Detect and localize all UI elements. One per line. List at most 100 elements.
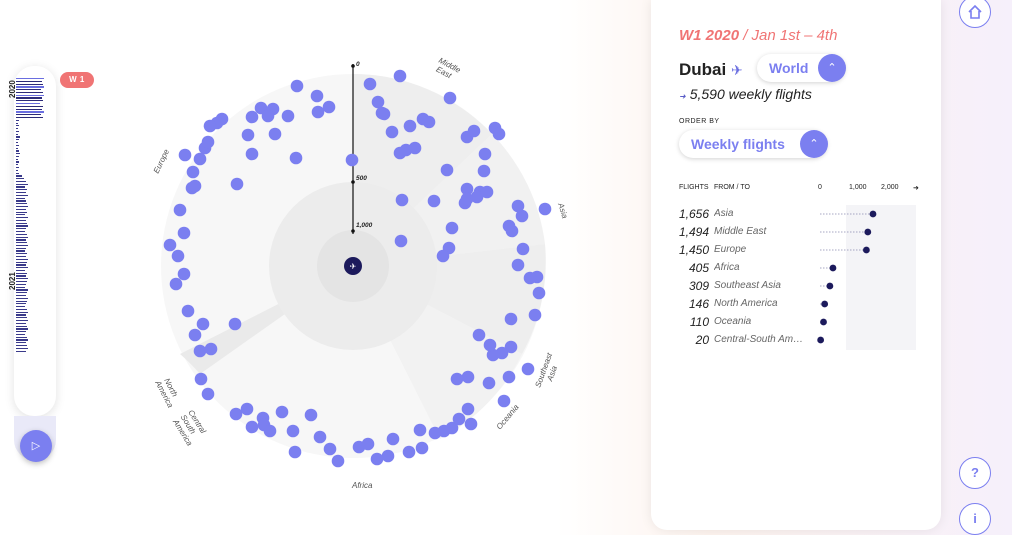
flight-dot[interactable]: [502, 370, 516, 384]
timeline-week-bar[interactable]: [16, 314, 26, 316]
flight-dot[interactable]: [201, 135, 215, 149]
timeline-week-bar[interactable]: [16, 180, 26, 183]
timeline-week-bar[interactable]: [16, 161, 19, 163]
row-value-dot[interactable]: [821, 300, 829, 308]
flight-dot[interactable]: [461, 370, 475, 384]
flight-dot[interactable]: [393, 146, 407, 160]
timeline-week-bar[interactable]: [16, 150, 19, 152]
timeline-week-bar[interactable]: [16, 219, 26, 222]
flight-dot[interactable]: [263, 424, 277, 438]
flight-dot[interactable]: [290, 79, 304, 93]
flight-dot[interactable]: [196, 317, 210, 331]
flight-dot[interactable]: [523, 271, 537, 285]
timeline-week-bar[interactable]: [16, 275, 26, 277]
timeline-week-bar[interactable]: [16, 230, 25, 233]
timeline-week-bar[interactable]: [16, 189, 27, 191]
timeline-week-bar[interactable]: [16, 242, 27, 244]
flight-dot[interactable]: [403, 119, 417, 133]
flight-dot[interactable]: [436, 249, 450, 263]
timeline-week-bar[interactable]: [16, 336, 27, 338]
timeline-week-bar[interactable]: [16, 297, 28, 299]
timeline-week-bar[interactable]: [16, 281, 27, 283]
flight-dot[interactable]: [385, 125, 399, 139]
flight-dot[interactable]: [361, 437, 375, 451]
flight-dot[interactable]: [173, 203, 187, 217]
order-by-chevron-button[interactable]: ⌃: [800, 130, 828, 158]
timeline-week-bar[interactable]: [16, 208, 26, 210]
flight-dot[interactable]: [169, 277, 183, 291]
flight-dot[interactable]: [289, 151, 303, 165]
timeline-week-bar[interactable]: [16, 111, 44, 113]
timeline-week-bar[interactable]: [16, 97, 42, 99]
flight-dot[interactable]: [201, 387, 215, 401]
timeline-week-bar[interactable]: [16, 89, 41, 91]
flight-dot[interactable]: [345, 153, 359, 167]
timeline-week-bar[interactable]: [16, 228, 26, 230]
flight-dot[interactable]: [203, 119, 217, 133]
timeline-week-bar[interactable]: [16, 233, 27, 235]
flight-dot[interactable]: [450, 372, 464, 386]
flight-dot[interactable]: [245, 147, 259, 161]
flight-dot[interactable]: [528, 308, 542, 322]
timeline-week-bar[interactable]: [16, 264, 26, 266]
flight-dot[interactable]: [281, 109, 295, 123]
row-value-dot[interactable]: [829, 264, 837, 272]
timeline-week-bar[interactable]: [16, 317, 27, 319]
timeline-week-bar[interactable]: [16, 294, 26, 297]
timeline-week-bar[interactable]: [16, 144, 19, 146]
flight-dot[interactable]: [163, 238, 177, 252]
timeline-week-bar[interactable]: [16, 186, 25, 188]
flight-dot[interactable]: [477, 164, 491, 178]
timeline-week-bar[interactable]: [16, 311, 28, 313]
info-button[interactable]: i: [959, 503, 991, 535]
flight-dot[interactable]: [322, 100, 336, 114]
timeline-week-bar[interactable]: [16, 86, 44, 88]
timeline-week-bar[interactable]: [16, 100, 43, 102]
flight-dot[interactable]: [275, 405, 289, 419]
timeline-week-bar[interactable]: [16, 203, 27, 205]
flight-dot[interactable]: [460, 182, 474, 196]
flight-dot[interactable]: [395, 193, 409, 207]
flight-dot[interactable]: [229, 407, 243, 421]
timeline-week-bar[interactable]: [16, 286, 25, 288]
flight-dot[interactable]: [511, 258, 525, 272]
flight-dot[interactable]: [181, 304, 195, 318]
flight-dot[interactable]: [460, 192, 474, 206]
flight-dot[interactable]: [502, 219, 516, 233]
timeline-week-bar[interactable]: [16, 139, 19, 141]
timeline-week-bar[interactable]: [16, 269, 25, 272]
flight-dot[interactable]: [204, 342, 218, 356]
timeline-week-bar[interactable]: [16, 136, 20, 138]
flight-dot[interactable]: [261, 109, 275, 123]
timeline-week-bar[interactable]: [16, 155, 19, 158]
flight-dot[interactable]: [363, 77, 377, 91]
flight-dot[interactable]: [483, 338, 497, 352]
flight-dot[interactable]: [445, 221, 459, 235]
flight-dot[interactable]: [171, 249, 185, 263]
flight-dot[interactable]: [286, 424, 300, 438]
timeline-week-bar[interactable]: [16, 350, 26, 352]
flight-dot[interactable]: [177, 226, 191, 240]
flight-dot[interactable]: [188, 328, 202, 342]
timeline-week-bar[interactable]: [16, 175, 22, 177]
flight-dot[interactable]: [422, 115, 436, 129]
timeline-week-bar[interactable]: [16, 303, 26, 305]
timeline-week-bar[interactable]: [16, 253, 27, 255]
timeline-week-bar[interactable]: [16, 214, 25, 216]
flight-dot[interactable]: [492, 127, 506, 141]
flight-dot[interactable]: [464, 417, 478, 431]
flight-dot[interactable]: [386, 432, 400, 446]
timeline-week-bar[interactable]: [16, 319, 28, 322]
flight-dot[interactable]: [193, 344, 207, 358]
timeline-week-bar[interactable]: [16, 325, 27, 327]
timeline-week-bar[interactable]: [16, 342, 26, 344]
timeline-week-bar[interactable]: [16, 130, 19, 133]
row-value-dot[interactable]: [820, 318, 827, 326]
flight-dot[interactable]: [228, 317, 242, 331]
timeline-week-bar[interactable]: [16, 178, 24, 180]
flight-dot[interactable]: [472, 328, 486, 342]
timeline-week-bar[interactable]: [16, 141, 18, 144]
timeline-week-bar[interactable]: [16, 250, 25, 252]
timeline-week-bar[interactable]: [16, 80, 42, 82]
row-value-dot[interactable]: [817, 336, 825, 344]
